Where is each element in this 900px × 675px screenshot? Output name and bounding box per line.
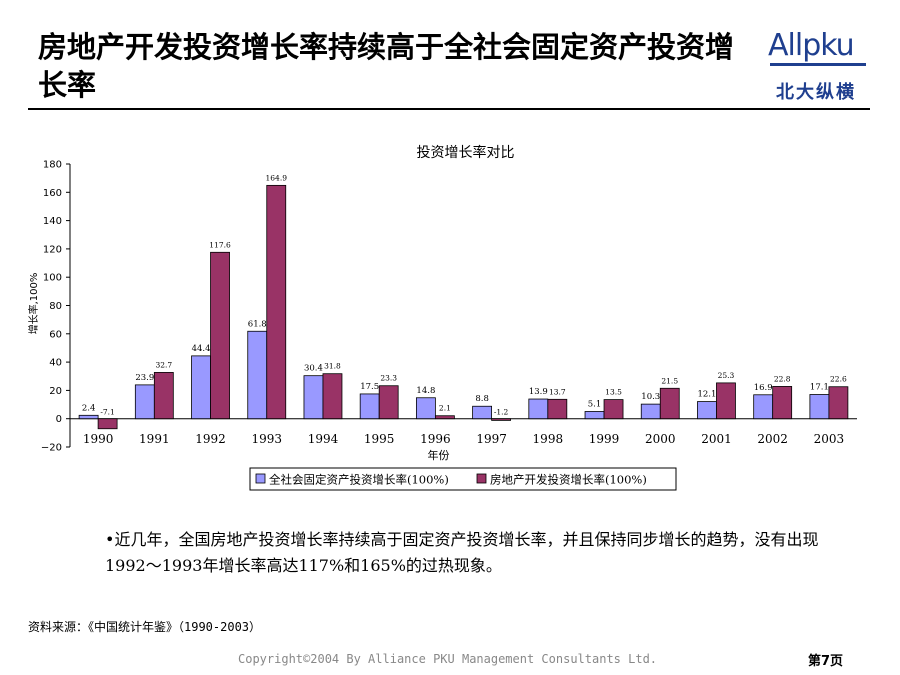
chart-title: 投资增长率对比	[417, 144, 515, 161]
bar-series1	[191, 355, 211, 420]
bar-series2	[153, 372, 174, 420]
legend-swatch-series1	[255, 473, 266, 484]
bar-series2	[772, 386, 793, 420]
x-tick-label: 2001	[701, 432, 732, 446]
bar-series1	[247, 330, 268, 420]
bar-series2	[266, 184, 287, 420]
y-tick-label: 40	[49, 358, 62, 369]
bar-series2	[378, 385, 399, 420]
bar-series2	[716, 382, 736, 420]
y-tick-label: 180	[43, 160, 62, 171]
data-label-series1: 44.4	[192, 344, 211, 354]
bar-series1	[697, 401, 717, 420]
data-label-series2: 164.9	[266, 173, 288, 182]
bar-series1	[640, 403, 661, 420]
y-tick-label: −20	[41, 443, 62, 454]
data-label-series2: 25.3	[718, 371, 735, 380]
y-tick-label: 120	[43, 244, 62, 255]
legend-label-series1: 全社会固定资产投资增长率(100%)	[269, 473, 449, 487]
bar-series2	[828, 386, 849, 420]
data-label-series1: 17.5	[360, 382, 379, 392]
data-label-series1: 16.9	[754, 383, 773, 393]
legend	[249, 467, 677, 491]
y-tick-label: 60	[49, 329, 62, 340]
x-tick-label: 2002	[757, 432, 788, 446]
x-tick-label: 1994	[308, 432, 339, 446]
data-label-series2: 31.8	[324, 362, 341, 371]
legend-label-series2: 房地产开发投资增长率(100%)	[490, 473, 647, 487]
bar-series2	[434, 415, 455, 420]
data-label-series1: 2.4	[82, 403, 96, 413]
data-label-series1: 23.9	[135, 373, 154, 383]
data-label-series2: 13.5	[605, 388, 622, 397]
source-note: 资料来源：《中国统计年鉴》（1990-2003）	[28, 620, 262, 634]
bar-series2	[210, 251, 230, 420]
bar-series1	[303, 375, 324, 420]
data-label-series2: 117.6	[209, 240, 231, 249]
legend-swatch-series2	[476, 473, 487, 484]
x-axis-label: 年份	[428, 448, 450, 462]
title-divider	[28, 108, 870, 110]
bar-series1	[78, 414, 99, 420]
logo-underline	[770, 63, 866, 66]
bar-series1	[359, 393, 380, 420]
data-label-series1: 8.8	[475, 394, 489, 404]
bar-chart: 投资增长率对比 −20 0 20 40 60 80 100 120 140 160 180 增长率,10…	[27, 144, 857, 491]
y-tick-label: 20	[49, 386, 62, 397]
x-tick-label: 1995	[364, 432, 395, 446]
bar-series2	[603, 399, 624, 420]
data-label-series2: 32.7	[155, 360, 172, 369]
bar-series1	[528, 398, 549, 420]
copyright: Copyright©2004 By Alliance PKU Managemen…	[238, 652, 658, 666]
bar-series1	[415, 397, 436, 420]
y-tick-label: 0	[56, 414, 62, 425]
data-label-series2: 2.1	[439, 404, 451, 413]
data-label-series2: -1.2	[494, 408, 509, 417]
x-tick-label: 2003	[814, 432, 845, 446]
data-label-series1: 61.8	[248, 319, 267, 329]
bar-series2	[97, 418, 118, 430]
bar-series1	[584, 411, 605, 420]
bar-series1	[753, 394, 774, 420]
data-label-series2: 22.6	[830, 375, 847, 384]
data-label-series1: 30.4	[304, 364, 323, 374]
x-tick-label: 1999	[589, 432, 620, 446]
x-tick-label: 1991	[139, 432, 170, 446]
data-label-series2: -7.1	[100, 408, 114, 417]
y-tick-label: 100	[43, 273, 62, 284]
x-tick-label: 1997	[476, 432, 507, 446]
y-tick-label: 80	[49, 301, 62, 312]
logo-chinese: 北大纵横	[776, 82, 856, 103]
y-tick-label: 140	[43, 216, 62, 227]
bar-series1	[134, 384, 155, 420]
data-label-series1: 12.1	[697, 390, 716, 400]
bar-series2	[659, 387, 680, 420]
x-tick-label: 2000	[645, 432, 676, 446]
bar-series2	[491, 418, 512, 421]
data-label-series2: 23.3	[380, 374, 397, 383]
data-label-series1: 10.3	[641, 392, 660, 402]
body-paragraph: •近几年，全国房地产投资增长率持续高于固定资产投资增长率，并且保持同步增长的趋势…	[105, 530, 819, 575]
data-label-series1: 13.9	[529, 387, 548, 397]
data-label-series2: 21.5	[661, 376, 678, 385]
bar-series1	[472, 405, 493, 420]
data-label-series1: 5.1	[588, 399, 602, 409]
x-tick-label: 1990	[83, 432, 114, 446]
y-tick-label: 160	[43, 188, 62, 199]
bar-series2	[322, 373, 343, 420]
y-axis-label: 增长率,100%	[27, 273, 40, 335]
page-title: 房地产开发投资增长率持续高于全社会固定资产投资增长率	[38, 30, 735, 102]
bar-series2	[547, 398, 568, 420]
data-label-series2: 22.8	[774, 374, 791, 383]
x-tick-label: 1998	[533, 432, 564, 446]
x-tick-label: 1996	[420, 432, 451, 446]
page-number: 第7页	[808, 654, 844, 669]
bar-series1	[809, 394, 830, 420]
x-tick-label: 1993	[251, 432, 282, 446]
x-tick-label: 1992	[195, 432, 226, 446]
data-label-series1: 14.8	[416, 386, 435, 396]
data-label-series2: 13.7	[549, 387, 566, 396]
logo: Allpku	[768, 28, 855, 63]
data-label-series1: 17.1	[810, 383, 829, 393]
